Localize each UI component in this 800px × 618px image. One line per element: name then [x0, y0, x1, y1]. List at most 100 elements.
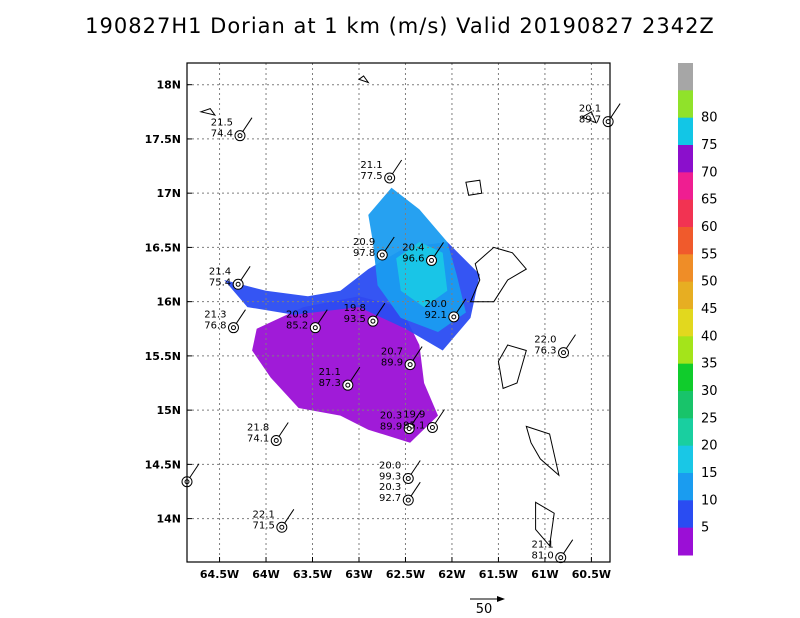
y-tick-label: 16N [156, 296, 181, 309]
station-value: 76.3 [534, 346, 556, 357]
colorbar-label: 60 [701, 220, 718, 235]
colorbar-label: 45 [701, 302, 718, 317]
station-temperature: 20.3 [380, 411, 402, 422]
station-temperature: 19.9 [403, 409, 425, 420]
station-marker-center [312, 325, 318, 331]
colorbar-segment [678, 145, 693, 173]
station-marker-center [405, 475, 411, 481]
station-marker [234, 130, 246, 142]
station-marker-center [561, 350, 567, 356]
coastlines [199, 75, 598, 547]
station-marker-center [451, 314, 457, 320]
station-temperature: 20.4 [402, 242, 424, 253]
station-temperature: 21.1 [319, 367, 341, 378]
station-value: 93.5 [344, 314, 366, 325]
island-outline [465, 179, 483, 196]
station-temperature: 21.5 [211, 118, 233, 129]
station-marker [276, 521, 288, 533]
y-axis-ticks: 14N 14.5N 15N 15.5N 16N 16.5N 17N 17.5N 18N [145, 79, 192, 526]
x-tick-label: 63.5W [293, 568, 332, 581]
colorbar-label: 15 [701, 466, 718, 481]
station-marker [402, 472, 414, 484]
station-marker-center [237, 133, 243, 139]
x-tick-label: 64W [252, 568, 279, 581]
y-tick-label: 18N [156, 79, 181, 92]
colorbar-segment [678, 336, 693, 365]
y-tick-label: 15.5N [145, 350, 181, 363]
station-marker [426, 421, 438, 433]
reference-vector-label: 50 [476, 602, 493, 617]
station-marker [602, 116, 614, 128]
colorbar-segments [678, 63, 693, 556]
station-marker [384, 172, 396, 184]
station-marker [404, 359, 416, 371]
station-marker-center [429, 424, 435, 430]
colorbar-label: 30 [701, 384, 718, 399]
station-temperature: 19.8 [344, 303, 366, 314]
colorbar-segment [678, 445, 693, 474]
colorbar-segment [678, 199, 693, 228]
station-marker-center [429, 257, 435, 263]
station-value: 71.5 [253, 520, 275, 531]
station-marker-center [387, 175, 393, 181]
station-value: 89.7 [579, 115, 601, 126]
station-value: 85.2 [286, 321, 308, 332]
plot-frame [186, 62, 611, 563]
island-outline [580, 111, 598, 124]
colorbar-segment [678, 281, 693, 310]
colorbar-label: 40 [701, 329, 718, 344]
station-temperature: 21.3 [204, 310, 226, 321]
station-value: 95.1 [403, 420, 425, 431]
y-tick-label: 15N [156, 404, 181, 417]
colorbar-label: 80 [701, 111, 718, 126]
island-outline [497, 344, 527, 390]
x-tick-label: 61.5W [479, 568, 518, 581]
island-outline [199, 108, 217, 116]
x-tick-label: 63W [345, 568, 372, 581]
station-value: 92.1 [425, 310, 447, 321]
x-tick-label: 60.5W [572, 568, 611, 581]
colorbar-segment [678, 363, 693, 392]
colorbar-segment [678, 90, 693, 119]
station-observations: 21.574.420.189.721.177.520.997.820.496.6… [181, 103, 621, 564]
station-marker [555, 552, 567, 564]
station-temperature: 20.0 [379, 460, 401, 471]
station-temperature: 21.1 [360, 160, 382, 171]
colorbar-label: 25 [701, 411, 718, 426]
station-marker [426, 254, 438, 266]
station-temperature: 20.9 [353, 237, 375, 248]
colorbar-label: 70 [701, 165, 718, 180]
station-marker-center [279, 524, 285, 530]
station-marker-center [379, 252, 385, 258]
colorbar-segment [678, 254, 693, 283]
x-axis-ticks: 64.5W 64W 63.5W 63W 62.5W 62W 61.5W 61W 60.5W [200, 557, 611, 581]
station-value: 75.4 [209, 277, 231, 288]
reference-arrow-head [497, 596, 505, 602]
station-value: 89.9 [380, 422, 402, 433]
station-value: 81.0 [531, 551, 553, 562]
colorbar-label: 75 [701, 138, 718, 153]
colorbar-segment [678, 117, 693, 146]
station-temperature: 22.0 [534, 335, 556, 346]
station-marker [448, 311, 460, 323]
reference-vector: 50 [470, 596, 505, 617]
station-value: 96.6 [402, 253, 424, 264]
station-marker [232, 278, 244, 290]
station-value: 77.5 [360, 171, 382, 182]
station-marker-center [230, 325, 236, 331]
station-temperature: 21.1 [531, 540, 553, 551]
wind-speed-shading [224, 187, 480, 443]
station-marker-center [273, 438, 279, 444]
station-marker-center [235, 281, 241, 287]
station-marker-center [406, 426, 412, 432]
colorbar-segment [678, 227, 693, 255]
x-tick-label: 64.5W [200, 568, 239, 581]
colorbar-segment [678, 309, 693, 337]
colorbar-segment [678, 172, 693, 201]
colorbar-segment [678, 63, 693, 91]
station-value: 74.4 [211, 129, 233, 140]
station-marker [227, 322, 239, 334]
station-marker [309, 322, 321, 334]
colorbar-label: 50 [701, 275, 718, 290]
